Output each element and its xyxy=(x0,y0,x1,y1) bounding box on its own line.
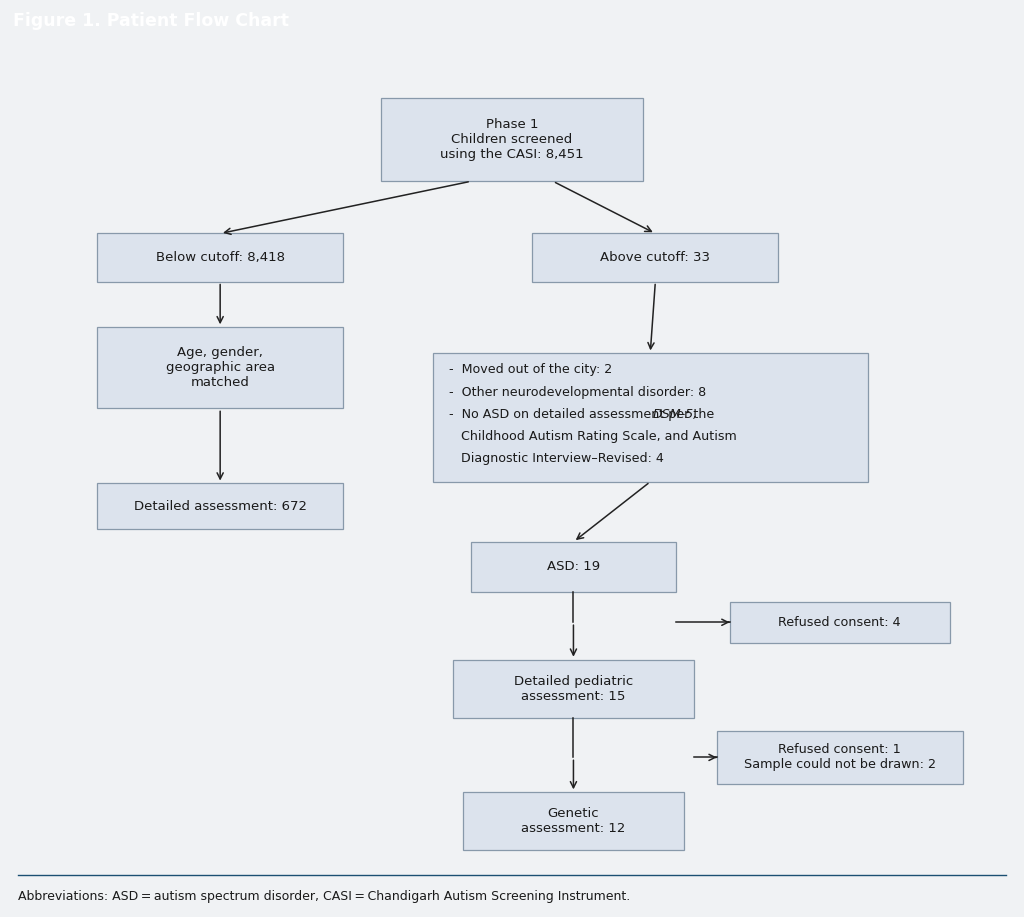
Text: Genetic
assessment: 12: Genetic assessment: 12 xyxy=(521,807,626,835)
Text: Refused consent: 1
Sample could not be drawn: 2: Refused consent: 1 Sample could not be d… xyxy=(743,744,936,771)
Text: Figure 1. Patient Flow Chart: Figure 1. Patient Flow Chart xyxy=(13,12,290,30)
FancyBboxPatch shape xyxy=(471,542,676,591)
FancyBboxPatch shape xyxy=(717,731,963,783)
Text: Below cutoff: 8,418: Below cutoff: 8,418 xyxy=(156,251,285,264)
Text: -  No ASD on detailed assessment per the: - No ASD on detailed assessment per the xyxy=(449,408,718,421)
Text: Detailed pediatric
assessment: 15: Detailed pediatric assessment: 15 xyxy=(514,675,633,702)
FancyBboxPatch shape xyxy=(97,327,343,408)
Text: -  Other neurodevelopmental disorder: 8: - Other neurodevelopmental disorder: 8 xyxy=(449,385,707,399)
FancyBboxPatch shape xyxy=(532,234,778,282)
Text: Refused consent: 4: Refused consent: 4 xyxy=(778,616,901,629)
Text: Childhood Autism Rating Scale, and Autism: Childhood Autism Rating Scale, and Autis… xyxy=(449,430,737,443)
FancyBboxPatch shape xyxy=(729,602,949,643)
FancyBboxPatch shape xyxy=(432,353,867,481)
Text: Diagnostic Interview–Revised: 4: Diagnostic Interview–Revised: 4 xyxy=(449,452,664,465)
Text: ASD: 19: ASD: 19 xyxy=(547,560,600,573)
FancyBboxPatch shape xyxy=(97,483,343,529)
Text: Age, gender,
geographic area
matched: Age, gender, geographic area matched xyxy=(166,347,274,390)
Text: Phase 1
Children screened
using the CASI: 8,451: Phase 1 Children screened using the CASI… xyxy=(440,118,584,161)
Text: DSM-5,: DSM-5, xyxy=(652,408,697,421)
FancyBboxPatch shape xyxy=(454,659,694,718)
Text: Abbreviations: ASD = autism spectrum disorder, CASI = Chandigarh Autism Screenin: Abbreviations: ASD = autism spectrum dis… xyxy=(18,890,631,903)
Text: -  Moved out of the city: 2: - Moved out of the city: 2 xyxy=(449,363,612,376)
FancyBboxPatch shape xyxy=(381,98,643,182)
Text: Above cutoff: 33: Above cutoff: 33 xyxy=(600,251,711,264)
Text: Detailed assessment: 672: Detailed assessment: 672 xyxy=(134,500,306,513)
FancyBboxPatch shape xyxy=(464,792,684,850)
FancyBboxPatch shape xyxy=(97,234,343,282)
